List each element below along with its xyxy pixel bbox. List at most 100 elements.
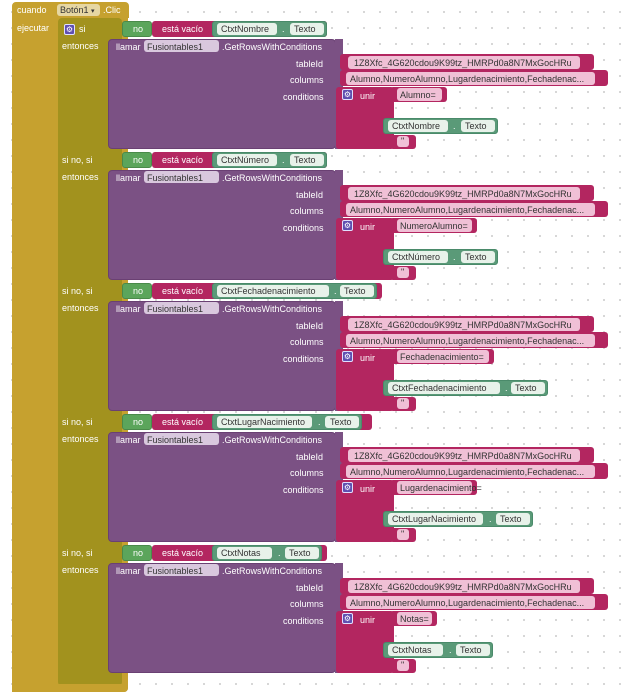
tableid-field[interactable] <box>348 56 580 69</box>
call-label: llamar <box>116 173 141 183</box>
component-name: Botón1 <box>60 5 89 15</box>
columns-field[interactable] <box>346 465 595 478</box>
property-dropdown[interactable] <box>290 154 324 166</box>
columns-field[interactable] <box>346 72 595 85</box>
join-textbox-name: CtxtNúmero <box>392 252 441 262</box>
tableid-label: tableId <box>296 190 324 200</box>
gear-icon[interactable]: ⚙ <box>342 351 353 362</box>
property-dropdown[interactable] <box>340 285 374 297</box>
component-dropdown[interactable] <box>144 433 219 445</box>
condition-text-field[interactable] <box>397 88 442 101</box>
tableid-label: tableId <box>296 452 324 462</box>
property-name: Texto <box>294 24 316 34</box>
empty-string-field[interactable] <box>397 529 409 540</box>
condition-text-value: NumeroAlumno= <box>400 221 468 231</box>
join-textbox-dropdown[interactable] <box>388 120 448 132</box>
join-property-dropdown[interactable] <box>496 513 530 525</box>
join-property-dropdown[interactable] <box>511 382 545 394</box>
not-label: no <box>133 24 144 34</box>
conditions-label: conditions <box>283 485 324 495</box>
textbox-name: CtxtNúmero <box>221 155 270 165</box>
component-dropdown[interactable] <box>144 40 219 52</box>
textbox-dropdown[interactable] <box>217 285 329 297</box>
when-label: cuando <box>17 5 47 15</box>
get-rows-call-block[interactable] <box>108 301 336 411</box>
if-label: si no, si <box>62 548 93 558</box>
join-label: unir <box>360 615 376 625</box>
textbox-dropdown[interactable] <box>217 547 272 559</box>
dot-label: . <box>282 155 285 165</box>
empty-string-field[interactable] <box>397 267 409 278</box>
property-name: Texto <box>289 548 311 558</box>
textbox-name: CtxtFechadenacimiento <box>221 286 316 296</box>
component-dropdown[interactable] <box>144 564 219 576</box>
not-block[interactable] <box>122 283 152 299</box>
textbox-name: CtxtNombre <box>221 24 270 34</box>
get-rows-call-block[interactable] <box>108 170 336 280</box>
join-property-dropdown[interactable] <box>456 644 490 656</box>
tableid-field[interactable] <box>348 580 580 593</box>
is-empty-label: está vacío <box>162 155 204 165</box>
not-block[interactable] <box>122 545 152 561</box>
then-label: entonces <box>62 303 99 313</box>
component-name: Fusiontables1 <box>147 566 204 576</box>
method-label: .GetRowsWithConditions <box>222 304 323 314</box>
join-property-dropdown[interactable] <box>461 251 495 263</box>
condition-text-field[interactable] <box>397 219 472 232</box>
dot-label: . <box>453 121 456 131</box>
empty-string-field[interactable] <box>397 136 409 147</box>
join-property-name: Texto <box>500 514 522 524</box>
get-rows-call-block[interactable] <box>108 563 336 673</box>
textbox-name: CtxtNotas <box>221 548 261 558</box>
get-rows-call-block[interactable] <box>108 39 336 149</box>
join-label: unir <box>360 484 376 494</box>
columns-field[interactable] <box>346 203 595 216</box>
get-rows-call-block[interactable] <box>108 432 336 542</box>
then-label: entonces <box>62 434 99 444</box>
join-property-name: Texto <box>465 121 487 131</box>
gear-icon[interactable]: ⚙ <box>342 613 353 624</box>
empty-string-field[interactable] <box>397 660 409 671</box>
dropdown-arrow-icon[interactable]: ▾ <box>91 8 95 15</box>
property-dropdown[interactable] <box>290 23 324 35</box>
component-dropdown[interactable] <box>57 4 100 16</box>
conditions-label: conditions <box>283 92 324 102</box>
join-textbox-dropdown[interactable] <box>388 513 483 525</box>
empty-string-field[interactable] <box>397 398 409 409</box>
empty-string-quote: " <box>401 267 405 277</box>
not-block[interactable] <box>122 152 152 168</box>
gear-icon[interactable]: ⚙ <box>342 89 353 100</box>
condition-text-field[interactable] <box>397 612 432 625</box>
textbox-dropdown[interactable] <box>217 416 312 428</box>
textbox-dropdown[interactable] <box>217 154 277 166</box>
join-textbox-dropdown[interactable] <box>388 644 443 656</box>
join-property-dropdown[interactable] <box>461 120 495 132</box>
condition-text-field[interactable] <box>397 350 489 363</box>
tableid-field[interactable] <box>348 187 580 200</box>
textbox-dropdown[interactable] <box>217 23 277 35</box>
condition-text-field[interactable] <box>397 481 472 494</box>
columns-field[interactable] <box>346 334 595 347</box>
property-dropdown[interactable] <box>325 416 359 428</box>
tableid-field[interactable] <box>348 449 580 462</box>
tableid-value: 1Z8Xfc_4G620cdou9K99tz_HMRPd0a8N7MxGocHR… <box>354 58 572 68</box>
conditions-label: conditions <box>283 223 324 233</box>
columns-value: Alumno,NumeroAlumno,Lugardenacimiento,Fe… <box>350 205 585 215</box>
method-label: .GetRowsWithConditions <box>222 566 323 576</box>
component-dropdown[interactable] <box>144 171 219 183</box>
property-dropdown[interactable] <box>285 547 319 559</box>
tableid-value: 1Z8Xfc_4G620cdou9K99tz_HMRPd0a8N7MxGocHR… <box>354 582 572 592</box>
tableid-field[interactable] <box>348 318 580 331</box>
not-block[interactable] <box>122 414 152 430</box>
gear-icon[interactable]: ⚙ <box>342 220 353 231</box>
gear-icon[interactable]: ⚙ <box>342 482 353 493</box>
component-name: Fusiontables1 <box>147 173 204 183</box>
gear-icon[interactable]: ⚙ <box>64 24 75 35</box>
not-block[interactable] <box>122 21 152 37</box>
component-dropdown[interactable] <box>144 302 219 314</box>
columns-field[interactable] <box>346 596 595 609</box>
if-label: si <box>79 24 86 34</box>
join-textbox-dropdown[interactable] <box>388 382 500 394</box>
empty-string-quote: " <box>401 398 405 408</box>
join-textbox-dropdown[interactable] <box>388 251 448 263</box>
